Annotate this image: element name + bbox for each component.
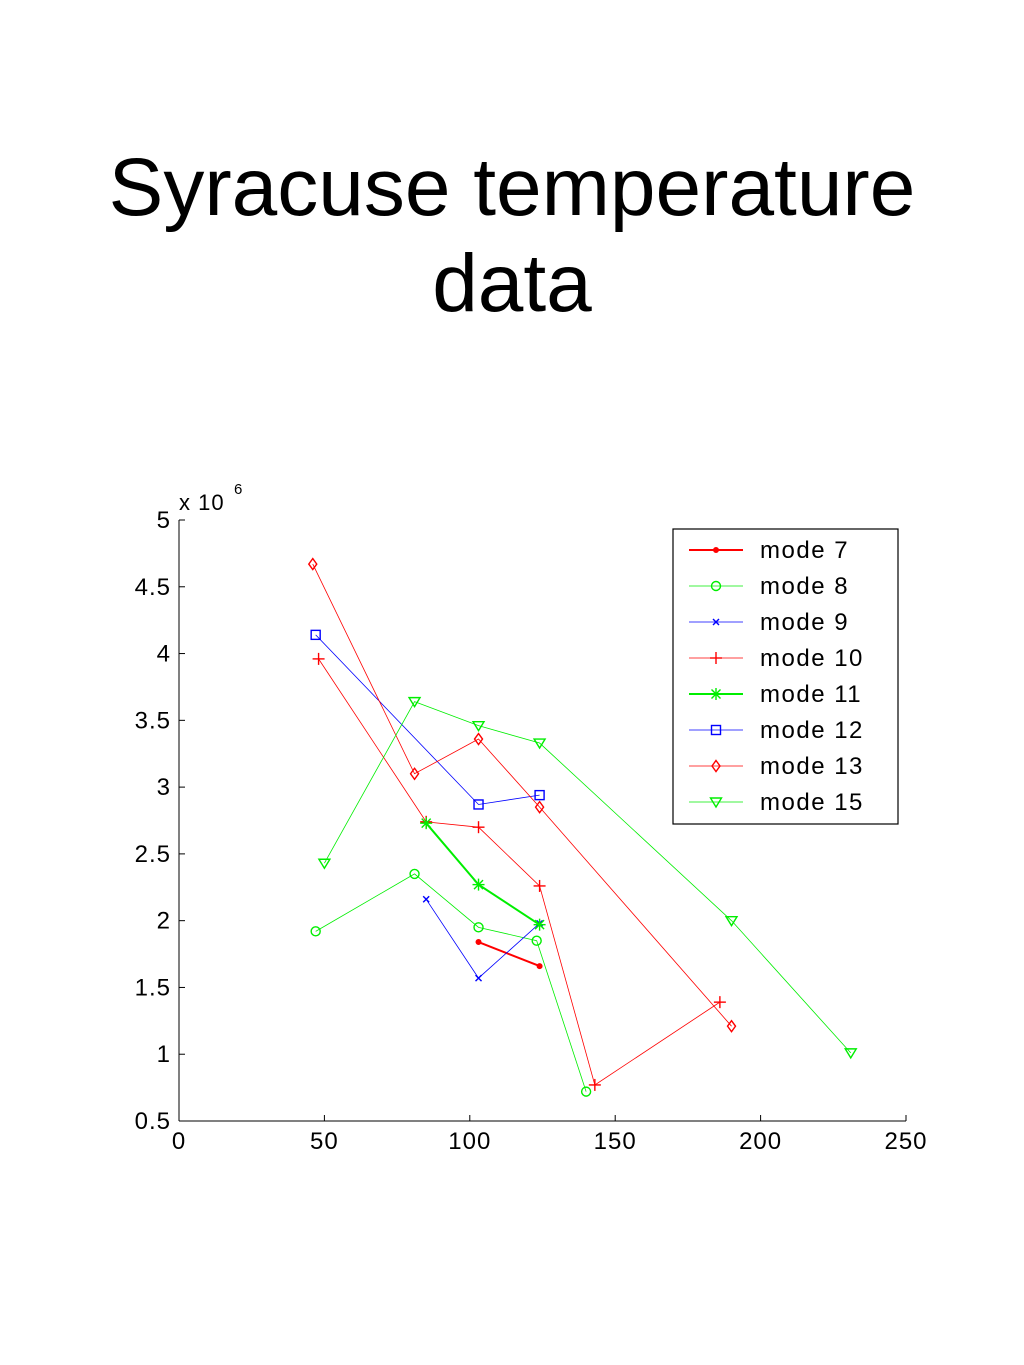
data-point	[475, 939, 482, 946]
legend-label: mode 13	[760, 753, 864, 780]
y-multiplier-label: x 10	[179, 490, 225, 515]
series-mode-8	[310, 868, 592, 1097]
series-mode-12	[310, 629, 545, 810]
y-tick-label: 0.5	[135, 1108, 171, 1135]
data-point	[422, 895, 430, 903]
series-line	[312, 563, 732, 1027]
data-point	[409, 767, 420, 781]
title-line-2: data	[432, 238, 592, 329]
data-point	[726, 1019, 737, 1033]
y-tick-label: 1	[157, 1041, 171, 1068]
data-point	[710, 652, 722, 664]
legend-label: mode 11	[760, 681, 862, 708]
axes: 0 50 100 150 200 250 0.5 1 1.5 2 2.5 3 3.5 4 4.5 5 x 10 6	[135, 481, 927, 1155]
legend-entry: mode 15	[689, 789, 864, 816]
data-point	[473, 922, 484, 933]
legend-entry: mode 8	[689, 573, 849, 600]
series-mode-11	[420, 817, 546, 931]
data-point	[409, 868, 420, 880]
series-line	[425, 899, 540, 979]
x-tick-label: 100	[448, 1128, 491, 1155]
series-line	[478, 941, 540, 968]
legend-box	[672, 528, 899, 825]
legend-label: mode 9	[760, 609, 849, 636]
legend: mode 7 mode 8 mode 9 mode 10 mode 11 mode 12 m…	[672, 528, 899, 825]
legend-label: mode 10	[760, 645, 864, 672]
data-point	[711, 759, 721, 773]
data-point	[310, 629, 321, 641]
series-mode-15	[317, 696, 858, 1060]
data-point	[473, 799, 484, 810]
data-point	[536, 963, 543, 970]
series-line	[315, 634, 540, 805]
legend-label: mode 8	[760, 573, 849, 600]
data-point	[713, 547, 719, 553]
y-multiplier-exponent: 6	[234, 481, 242, 498]
page-title: Syracuse temperature data	[0, 140, 1024, 332]
data-point	[472, 821, 485, 834]
legend-entry: mode 9	[689, 609, 849, 636]
series-line	[315, 873, 587, 1092]
legend-label: mode 12	[760, 717, 864, 744]
data-point	[843, 1048, 858, 1060]
data-point	[532, 738, 547, 750]
y-tick-label: 4.5	[135, 574, 171, 601]
data-point	[475, 974, 483, 982]
series-line	[318, 658, 721, 1086]
data-point	[710, 724, 722, 736]
data-point	[710, 688, 722, 700]
x-tick-label: 250	[884, 1128, 927, 1155]
series-line	[425, 822, 541, 926]
legend-entry: mode 11	[689, 681, 862, 708]
data-point	[310, 926, 321, 937]
series-line	[324, 701, 852, 1054]
legend-entry: mode 10	[689, 645, 864, 672]
data-point	[534, 789, 545, 801]
data-point	[724, 915, 739, 928]
x-tick-label: 150	[594, 1128, 637, 1155]
data-point	[307, 557, 318, 571]
series-layer	[307, 557, 858, 1097]
data-point	[407, 696, 422, 708]
data-point	[471, 720, 486, 733]
y-tick-label: 1.5	[135, 974, 171, 1001]
legend-entry: mode 7	[689, 537, 849, 564]
data-point	[533, 918, 546, 931]
data-point	[580, 1086, 592, 1097]
x-tick-label: 50	[310, 1128, 339, 1155]
data-point	[312, 652, 325, 665]
data-point	[712, 618, 720, 626]
legend-entry: mode 12	[689, 717, 864, 744]
data-point	[710, 580, 722, 592]
data-point	[317, 858, 332, 870]
data-point	[534, 800, 545, 814]
series-mode-13	[307, 557, 737, 1033]
x-tick-label: 200	[739, 1128, 782, 1155]
y-tick-label: 4	[157, 641, 171, 668]
data-point	[531, 935, 542, 946]
y-tick-label: 5	[157, 507, 171, 534]
legend-label: mode 7	[760, 537, 849, 564]
data-point	[473, 732, 484, 746]
data-point	[709, 797, 723, 809]
y-tick-label: 2.5	[135, 841, 171, 868]
series-mode-9	[422, 895, 544, 982]
data-point	[472, 878, 485, 891]
series-mode-10	[312, 652, 726, 1091]
y-tick-label: 3	[157, 774, 171, 801]
legend-label: mode 15	[760, 789, 864, 816]
data-point	[588, 1078, 601, 1091]
data-point	[420, 817, 433, 830]
data-point	[713, 996, 726, 1009]
series-mode-7	[475, 939, 543, 970]
x-tick-label: 0	[172, 1128, 186, 1155]
title-line-1: Syracuse temperature	[108, 142, 916, 233]
y-tick-label: 2	[157, 908, 171, 935]
data-point	[533, 879, 546, 892]
y-tick-label: 3.5	[135, 707, 171, 734]
legend-entry: mode 13	[689, 753, 864, 780]
